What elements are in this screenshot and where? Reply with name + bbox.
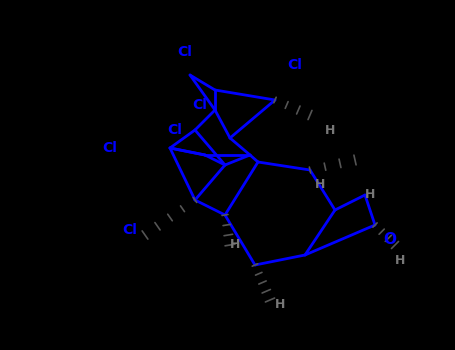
Text: H: H	[230, 238, 240, 252]
Text: O: O	[384, 232, 396, 247]
Text: H: H	[275, 299, 285, 312]
Text: H: H	[365, 189, 375, 202]
Text: Cl: Cl	[102, 141, 117, 155]
Text: H: H	[395, 253, 405, 266]
Text: Cl: Cl	[122, 223, 137, 237]
Text: Cl: Cl	[177, 45, 192, 59]
Text: H: H	[325, 124, 335, 136]
Text: Cl: Cl	[288, 58, 303, 72]
Text: Cl: Cl	[192, 98, 207, 112]
Text: Cl: Cl	[167, 123, 182, 137]
Text: H: H	[315, 178, 325, 191]
